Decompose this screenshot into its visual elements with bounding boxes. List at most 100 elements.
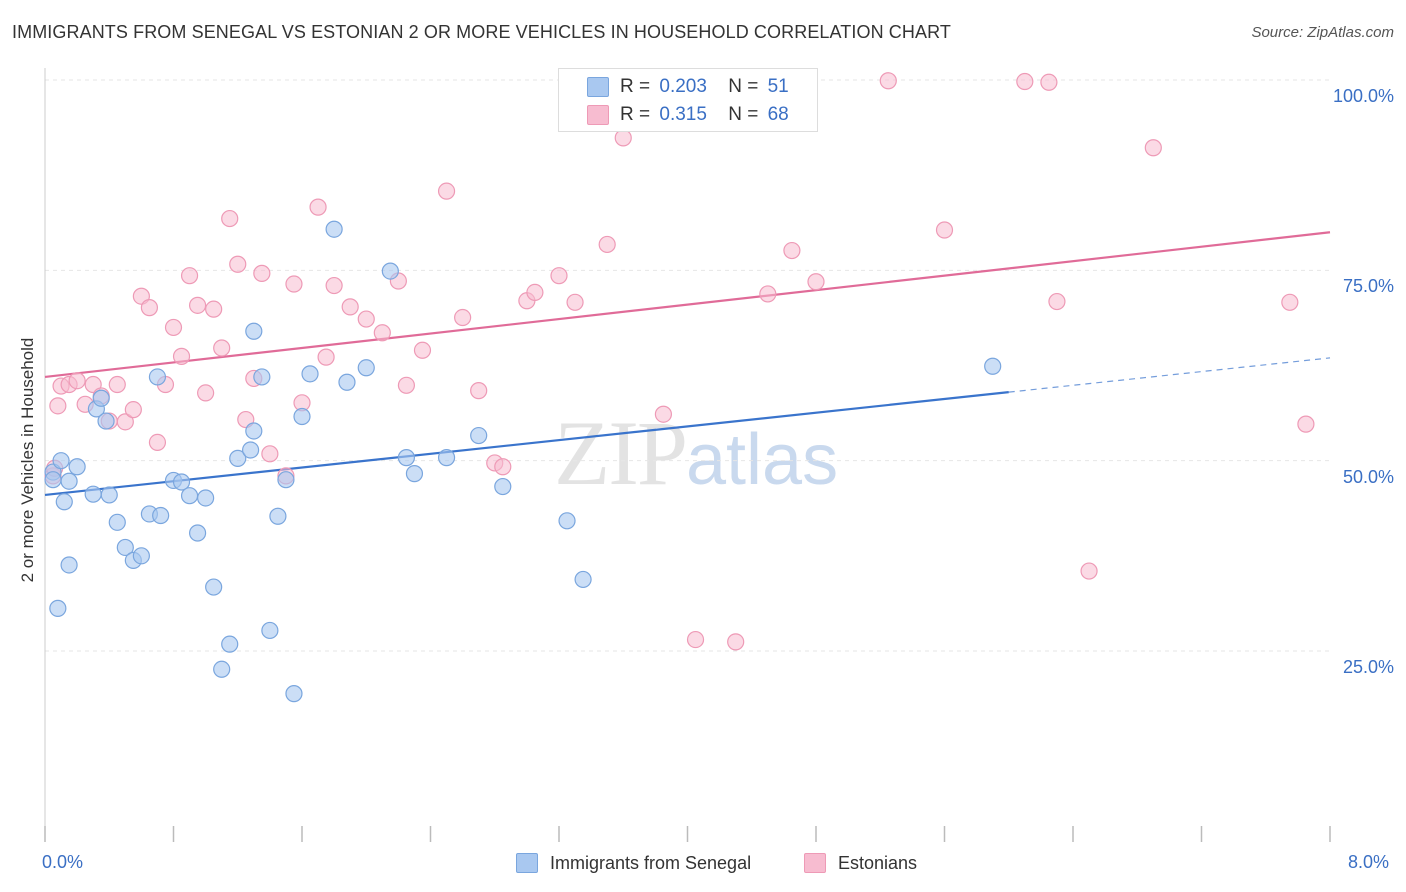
point-senegal	[253, 368, 271, 386]
point-estonians	[261, 445, 279, 463]
point-estonians	[317, 348, 335, 366]
legend-swatch-senegal	[587, 77, 609, 97]
point-estonians	[116, 413, 134, 431]
point-estonians	[1281, 293, 1299, 311]
point-estonians	[879, 72, 897, 90]
point-estonians	[686, 630, 705, 649]
point-senegal	[116, 538, 134, 557]
point-estonians	[654, 405, 673, 423]
data-points	[44, 72, 1315, 703]
point-senegal	[49, 599, 67, 617]
trend-line-estonians	[44, 231, 1331, 379]
point-estonians	[253, 264, 271, 282]
point-estonians	[68, 372, 86, 390]
point-estonians	[180, 267, 199, 285]
point-senegal	[68, 458, 86, 476]
point-estonians	[727, 633, 745, 651]
bottom-legend-label-estonians: Estonians	[838, 852, 918, 873]
trend-line-senegal	[44, 391, 1009, 497]
point-senegal	[52, 452, 70, 470]
point-estonians	[124, 401, 142, 419]
point-senegal	[277, 471, 295, 489]
point-senegal	[325, 220, 343, 238]
point-senegal	[180, 487, 199, 505]
point-estonians	[213, 339, 231, 357]
point-estonians	[759, 285, 777, 303]
legend-r-value: 0.315	[659, 104, 707, 125]
chart-title: IMMIGRANTS FROM SENEGAL VS ESTONIAN 2 OR…	[12, 22, 951, 42]
axes	[44, 68, 1331, 842]
point-senegal	[285, 685, 303, 703]
point-estonians	[285, 275, 303, 293]
point-senegal	[405, 465, 424, 483]
point-senegal	[338, 373, 356, 391]
point-estonians	[205, 300, 223, 318]
legend-r-label: R =	[620, 104, 651, 125]
point-senegal	[494, 477, 512, 496]
point-senegal	[60, 556, 78, 574]
legend-n-value: 68	[767, 104, 789, 125]
bottom-legend-swatch-senegal	[516, 853, 538, 873]
point-estonians	[470, 382, 488, 400]
point-senegal	[229, 449, 247, 467]
point-estonians	[309, 198, 327, 216]
point-estonians	[49, 397, 67, 415]
point-senegal	[357, 359, 375, 377]
legend-r-value: 0.203	[659, 76, 707, 97]
point-estonians	[454, 308, 472, 327]
point-estonians	[598, 235, 616, 254]
y-tick-label: 100.0%	[1332, 86, 1394, 106]
legend: R = 0.203 N = 51 R = 0.315 N = 68	[558, 68, 818, 132]
y-tick-label: 25.0%	[1342, 657, 1394, 677]
point-estonians	[357, 310, 375, 328]
point-estonians	[494, 458, 512, 476]
point-senegal	[148, 368, 167, 386]
point-estonians	[1144, 139, 1162, 157]
legend-stats-estonians: R = 0.315 N = 68	[620, 104, 789, 126]
legend-n-label: N =	[728, 104, 759, 125]
point-estonians	[437, 182, 456, 200]
point-senegal	[172, 473, 191, 491]
point-estonians	[807, 273, 825, 291]
point-senegal	[470, 426, 488, 445]
legend-r-label: R =	[620, 76, 651, 97]
point-estonians	[197, 384, 215, 402]
point-senegal	[245, 322, 263, 340]
y-tick-label: 50.0%	[1342, 466, 1394, 487]
watermark-atlas: atlas	[686, 420, 839, 500]
point-estonians	[229, 255, 247, 273]
point-estonians	[164, 318, 183, 337]
bottom-legend-senegal: Immigrants from Senegal	[516, 850, 751, 876]
point-senegal	[269, 507, 287, 525]
point-estonians	[148, 433, 167, 451]
point-senegal	[558, 512, 576, 530]
point-estonians	[413, 341, 432, 359]
point-senegal	[60, 472, 78, 490]
point-estonians	[1080, 562, 1098, 580]
point-estonians	[566, 293, 584, 311]
point-senegal	[437, 449, 456, 467]
point-senegal	[397, 449, 416, 467]
point-senegal	[92, 389, 110, 407]
source-label: Source: ZipAtlas.com	[1251, 24, 1394, 41]
point-senegal	[132, 547, 150, 565]
legend-swatch-estonians	[587, 105, 609, 125]
point-senegal	[55, 493, 73, 511]
point-senegal	[108, 513, 126, 531]
point-estonians	[325, 276, 343, 295]
point-senegal	[44, 471, 62, 489]
point-senegal	[221, 635, 239, 653]
y-tick-label: 75.0%	[1342, 276, 1394, 297]
point-senegal	[984, 357, 1002, 375]
point-senegal	[152, 506, 170, 525]
point-estonians	[221, 209, 239, 228]
point-senegal	[245, 422, 263, 440]
point-senegal	[100, 486, 118, 504]
point-senegal	[213, 660, 231, 678]
point-estonians	[614, 129, 632, 147]
point-senegal	[293, 407, 311, 426]
point-estonians	[172, 347, 191, 365]
x-tick-label-max: 8.0%	[1348, 852, 1390, 872]
point-estonians	[1048, 292, 1066, 311]
bottom-legend-estonians: Estonians	[804, 850, 917, 876]
